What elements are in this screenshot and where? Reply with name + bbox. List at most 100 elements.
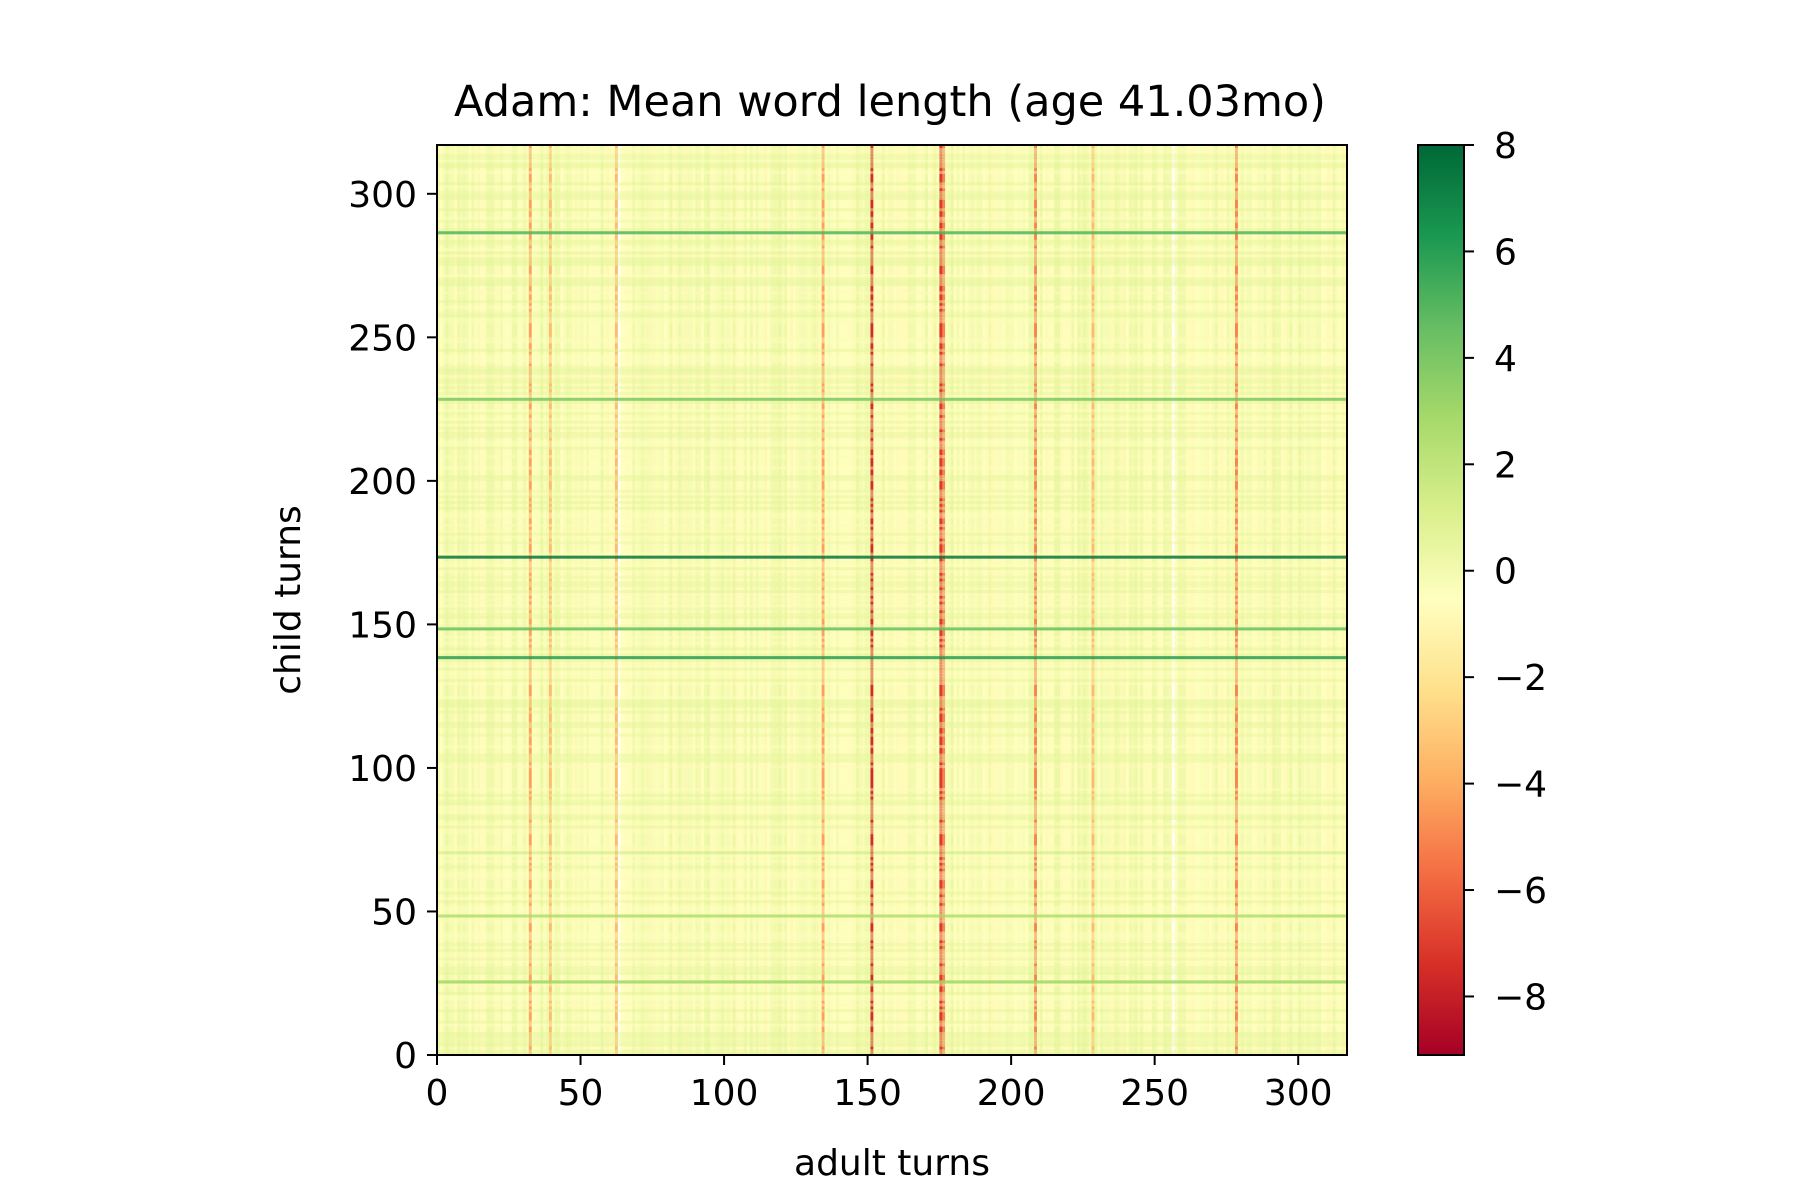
heatmap-column-262 <box>1189 145 1193 1055</box>
heatmap-row-54 <box>437 897 1347 901</box>
heatmap-row-49 <box>437 911 1347 915</box>
heatmap-row-312 <box>437 156 1347 160</box>
heatmap-column-57 <box>600 145 604 1055</box>
heatmap-column-279 <box>1237 145 1242 1055</box>
heatmap-row-158 <box>437 598 1347 602</box>
heatmap-column-257 <box>1174 145 1178 1055</box>
heatmap-row-315 <box>437 147 1347 152</box>
heatmap-row-200 <box>437 478 1347 482</box>
colorbar-tick-label: 0 <box>1494 552 1517 593</box>
heatmap-column-16 <box>482 145 487 1055</box>
heatmap-column-120 <box>781 145 785 1055</box>
heatmap-row-294 <box>437 208 1347 212</box>
heatmap-row-224 <box>437 409 1347 413</box>
heatmap-row-139 <box>437 653 1347 657</box>
heatmap-column-211 <box>1042 145 1046 1055</box>
heatmap-column-160 <box>896 145 900 1055</box>
heatmap-column-108 <box>747 145 751 1055</box>
heatmap-column-18 <box>488 145 492 1055</box>
heatmap-row-168 <box>437 569 1347 574</box>
plot-frame <box>436 144 1348 1056</box>
heatmap-column-283 <box>1249 145 1253 1055</box>
heatmap-column-295 <box>1283 145 1288 1055</box>
heatmap-row-48 <box>437 914 1347 918</box>
heatmap-column-67 <box>629 145 633 1055</box>
heatmap-row-124 <box>437 696 1347 700</box>
heatmap-row-258 <box>437 311 1347 315</box>
x-tick-label: 200 <box>977 1073 1046 1114</box>
heatmap-column-214 <box>1051 145 1055 1055</box>
heatmap-row-302 <box>437 185 1347 189</box>
heatmap-column-83 <box>675 145 679 1055</box>
heatmap-column-253 <box>1163 145 1167 1055</box>
heatmap-row-245 <box>437 348 1347 352</box>
heatmap-column-155 <box>881 145 886 1055</box>
colorbar-tick-label: −6 <box>1494 871 1547 912</box>
heatmap-column-215 <box>1054 145 1058 1055</box>
heatmap-column-162 <box>902 145 906 1055</box>
heatmap-column-113 <box>761 145 765 1055</box>
heatmap-column-175 <box>939 145 943 1055</box>
heatmap-column-149 <box>864 145 868 1055</box>
heatmap-column-210 <box>1039 145 1044 1055</box>
heatmap-row-309 <box>437 165 1347 169</box>
heatmap-column-185 <box>968 145 972 1055</box>
heatmap-row-15 <box>437 1009 1347 1013</box>
heatmap-column-84 <box>678 145 682 1055</box>
heatmap-column-116 <box>770 145 774 1055</box>
heatmap-row-239 <box>437 366 1347 370</box>
heatmap-row-63 <box>437 871 1347 875</box>
heatmap-row-188 <box>437 512 1347 516</box>
heatmap-row-30 <box>437 966 1347 970</box>
heatmap-column-143 <box>847 145 851 1055</box>
heatmap-column-37 <box>543 145 547 1055</box>
heatmap-column-159 <box>893 145 897 1055</box>
heatmap-column-254 <box>1166 145 1170 1055</box>
y-tick-label: 300 <box>348 175 417 216</box>
heatmap-column-133 <box>818 145 822 1055</box>
heatmap-row-148 <box>437 627 1347 631</box>
heatmap-row-82 <box>437 816 1347 820</box>
heatmap-column-118 <box>775 145 779 1055</box>
heatmap-column-22 <box>500 145 504 1055</box>
heatmap-row-161 <box>437 589 1347 594</box>
heatmap-column-153 <box>876 145 880 1055</box>
heatmap-row-237 <box>437 371 1347 375</box>
heatmap-row-270 <box>437 277 1347 281</box>
y-tick-label: 100 <box>348 749 417 790</box>
heatmap-column-228 <box>1091 145 1095 1055</box>
heatmap-column-51 <box>583 145 587 1055</box>
heatmap-column-124 <box>792 145 797 1055</box>
heatmap-row-215 <box>437 434 1347 439</box>
heatmap-row-271 <box>437 274 1347 278</box>
heatmap-column-302 <box>1303 145 1308 1055</box>
heatmap-row-218 <box>437 426 1347 430</box>
heatmap-column-216 <box>1057 145 1061 1055</box>
heatmap-row-235 <box>437 377 1347 381</box>
heatmap-row-211 <box>437 446 1347 450</box>
heatmap-column-100 <box>724 145 728 1055</box>
heatmap-column-202 <box>1016 145 1021 1055</box>
heatmap-column-43 <box>560 145 564 1055</box>
heatmap-row-34 <box>437 954 1347 958</box>
heatmap-column-248 <box>1148 145 1153 1055</box>
heatmap-row-212 <box>437 443 1347 447</box>
heatmap-column-78 <box>660 145 665 1055</box>
heatmap-column-261 <box>1186 145 1190 1055</box>
heatmap-column-239 <box>1123 145 1127 1055</box>
heatmap-column-198 <box>1005 145 1009 1055</box>
heatmap-column-203 <box>1019 145 1023 1055</box>
x-axis-label: adult turns <box>794 1143 990 1184</box>
heatmap-column-60 <box>609 145 613 1055</box>
heatmap-column-187 <box>973 145 977 1055</box>
y-tick-label: 0 <box>394 1036 417 1077</box>
heatmap-column-183 <box>962 145 966 1055</box>
heatmap-row-280 <box>437 248 1347 252</box>
heatmap-column-39 <box>548 145 553 1055</box>
heatmap-row-87 <box>437 802 1347 806</box>
heatmap-column-104 <box>735 145 739 1055</box>
heatmap-row-219 <box>437 423 1347 427</box>
heatmap-row-213 <box>437 440 1347 444</box>
heatmap-row-299 <box>437 193 1347 197</box>
heatmap-row-0 <box>437 1052 1347 1056</box>
